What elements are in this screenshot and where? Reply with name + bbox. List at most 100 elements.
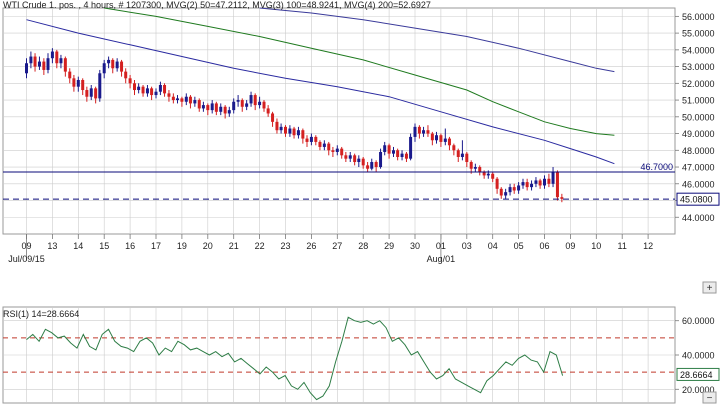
level-line-label: 46.7000 <box>640 162 673 172</box>
x-tick-label: 12 <box>643 241 653 251</box>
rsi-header-text: RSI(1) 14=28.6664 <box>3 309 79 319</box>
candle-body <box>292 128 296 136</box>
y-tick-label: 50.0000 <box>682 112 715 122</box>
candle-body <box>465 153 469 163</box>
candle-body <box>81 79 85 91</box>
candle-body <box>279 126 283 131</box>
candle-body <box>452 145 456 151</box>
x-tick-label: 04 <box>488 241 498 251</box>
candle-body <box>322 143 326 147</box>
candle-body <box>188 96 192 104</box>
x-sublabel: Jul/09/15 <box>8 254 45 264</box>
candle-body <box>521 182 525 186</box>
y-tick-label: 56.0000 <box>682 12 715 22</box>
rsi-last-label: 28.6664 <box>680 370 713 380</box>
y-tick-label: 55.0000 <box>682 29 715 39</box>
candle-body <box>460 153 464 157</box>
candle-body <box>158 85 162 92</box>
candle-body <box>551 172 555 184</box>
candle-body <box>383 145 387 152</box>
candle-body <box>111 59 115 69</box>
zoom-out-button[interactable]: − <box>702 391 717 404</box>
moving-average-line <box>104 7 615 136</box>
y-tick-label: 49.0000 <box>682 129 715 139</box>
candle-body <box>171 96 175 101</box>
candle-body <box>525 182 529 188</box>
candle-body <box>404 153 408 159</box>
candle-body <box>107 59 111 64</box>
candle-body <box>473 167 477 169</box>
candle-body <box>430 133 434 141</box>
candle-body <box>85 90 89 97</box>
candle-body <box>25 63 28 74</box>
candle-body <box>193 100 197 104</box>
candle-body <box>370 162 374 169</box>
candle-body <box>197 100 201 109</box>
candle-body <box>353 155 357 163</box>
candle-body <box>543 178 546 186</box>
candle-body <box>366 165 370 169</box>
candle-body <box>63 58 67 72</box>
candle-body <box>59 58 63 64</box>
zoom-in-button[interactable]: + <box>702 281 717 294</box>
candle-body <box>253 95 257 106</box>
y-tick-label: 48.0000 <box>682 146 715 156</box>
candle-body <box>517 185 521 191</box>
x-tick-label: 06 <box>539 241 549 251</box>
candle-body <box>133 83 137 91</box>
candle-body <box>486 173 490 176</box>
candle-body <box>240 100 244 107</box>
candle-body <box>29 56 33 64</box>
candle-body <box>245 103 249 107</box>
candle-body <box>361 158 365 166</box>
zoom-out-icon: − <box>707 393 713 404</box>
candle-layer <box>25 48 564 203</box>
candle-body <box>344 155 348 159</box>
candle-body <box>154 91 158 96</box>
candle-body <box>55 51 59 64</box>
candle-body <box>327 143 331 151</box>
candle-body <box>266 108 270 114</box>
candle-body <box>434 135 438 141</box>
candle-body <box>491 173 495 179</box>
candle-body <box>42 61 46 70</box>
x-tick-label: 23 <box>280 241 290 251</box>
y-tick-label: 47.0000 <box>682 163 715 173</box>
candle-body <box>102 63 106 74</box>
candle-body <box>262 101 266 109</box>
candle-body <box>232 101 236 111</box>
candle-body <box>167 93 171 97</box>
candle-body <box>331 150 335 152</box>
candle-body <box>426 130 430 134</box>
candle-body <box>538 180 542 186</box>
candle-body <box>379 151 383 168</box>
rsi-y-tick-label: 60.0000 <box>682 316 715 326</box>
candle-body <box>357 158 361 163</box>
candle-body <box>68 71 72 79</box>
y-tick-label: 51.0000 <box>682 96 715 106</box>
candle-body <box>495 178 499 189</box>
chart-header-text: WTI Crude 1. pos. , 4 hours, # 1207300, … <box>3 0 431 10</box>
candle-body <box>478 167 482 173</box>
candle-body <box>137 86 141 91</box>
x-tick-label: 19 <box>177 241 187 251</box>
candle-body <box>301 130 305 139</box>
last-price-label: 45.0800 <box>680 195 713 205</box>
candle-body <box>206 105 210 111</box>
candle-body <box>175 98 179 101</box>
candle-body <box>560 197 564 199</box>
candle-body <box>50 51 54 59</box>
candle-body <box>271 113 275 122</box>
candle-body <box>482 172 486 176</box>
candle-body <box>37 61 41 67</box>
candle-body <box>392 150 396 154</box>
candle-body <box>396 150 400 157</box>
candle-body <box>150 88 154 96</box>
candle-body <box>512 187 516 191</box>
candle-body <box>447 138 451 146</box>
rsi-y-tick-label: 20.0000 <box>682 385 715 395</box>
candle-body <box>284 126 287 134</box>
rsi-line <box>26 316 564 401</box>
zoom-in-icon: + <box>707 283 713 294</box>
